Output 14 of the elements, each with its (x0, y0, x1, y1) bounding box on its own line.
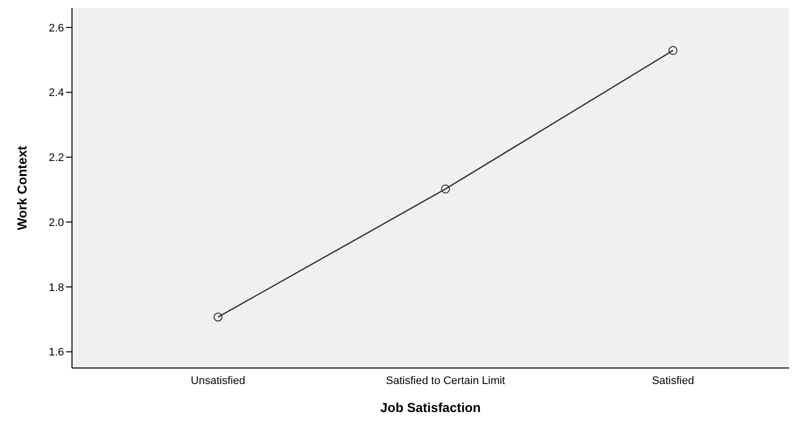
y-axis-title: Work Context (14, 145, 30, 230)
point (441, 184, 450, 194)
y-tick-label: 2.4 (48, 87, 64, 100)
x-tick-label: Satisfied (652, 374, 694, 387)
y-tick-label: 2.0 (48, 216, 64, 229)
y-tick-label: 2.2 (48, 152, 64, 164)
y-tick-label: 1.8 (48, 282, 64, 294)
x-tick-label: Unsatisfied (190, 374, 246, 387)
x-axis-title: Job Satisfaction (380, 400, 481, 415)
y-tick-label: 1.6 (48, 346, 64, 359)
y-tick-label: 2.6 (48, 22, 64, 34)
point (668, 46, 678, 55)
x-tick-label: Satisfied to Certain Limit (386, 374, 506, 387)
point (214, 312, 222, 322)
